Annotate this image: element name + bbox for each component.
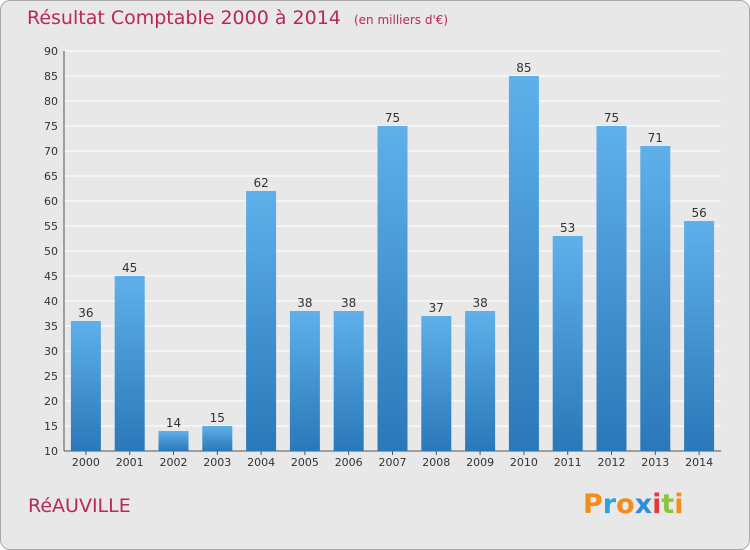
- bar-value-label: 71: [648, 131, 663, 145]
- bar-value-label: 14: [166, 416, 181, 430]
- bar: [70, 321, 101, 451]
- bar: [684, 221, 715, 451]
- y-tick-label: 85: [44, 70, 58, 83]
- bar-value-label: 85: [516, 61, 531, 75]
- logo-letter: r: [602, 489, 617, 520]
- logo-letter: P: [583, 489, 603, 520]
- bar: [552, 236, 583, 451]
- y-tick-label: 35: [44, 320, 58, 333]
- y-tick-label: 25: [44, 370, 58, 383]
- x-tick-label: 2012: [598, 456, 626, 469]
- x-tick-label: 2005: [291, 456, 319, 469]
- y-tick-label: 65: [44, 170, 58, 183]
- bar-value-label: 38: [341, 296, 356, 310]
- y-tick-label: 60: [44, 195, 58, 208]
- bar-value-label: 75: [385, 111, 400, 125]
- x-tick-label: 2003: [203, 456, 231, 469]
- bar: [158, 431, 189, 451]
- logo-letter: x: [634, 489, 653, 520]
- x-tick-label: 2008: [422, 456, 450, 469]
- x-tick-label: 2011: [554, 456, 582, 469]
- x-tick-label: 2004: [247, 456, 275, 469]
- logo-letter: i: [652, 489, 662, 520]
- y-tick-label: 15: [44, 420, 58, 433]
- x-tick-label: 2007: [379, 456, 407, 469]
- x-tick-label: 2009: [466, 456, 494, 469]
- bar: [202, 426, 233, 451]
- bar-value-label: 38: [472, 296, 487, 310]
- y-tick-label: 30: [44, 345, 58, 358]
- bar-value-label: 45: [122, 261, 137, 275]
- y-tick-label: 75: [44, 120, 58, 133]
- y-tick-label: 50: [44, 245, 58, 258]
- y-tick-label: 45: [44, 270, 58, 283]
- bar-value-label: 15: [210, 411, 225, 425]
- bar: [640, 146, 671, 451]
- x-tick-label: 2013: [641, 456, 669, 469]
- logo-letter: i: [674, 489, 684, 520]
- y-tick-label: 55: [44, 220, 58, 233]
- logo-letter: t: [661, 489, 675, 520]
- commune-name: RéAUVILLE: [28, 495, 131, 517]
- x-tick-label: 2000: [72, 456, 100, 469]
- y-tick-label: 20: [44, 395, 58, 408]
- y-tick-label: 90: [44, 45, 58, 58]
- y-tick-label: 40: [44, 295, 58, 308]
- bar: [114, 276, 145, 451]
- bar: [465, 311, 496, 451]
- proxiti-logo: Proxiti: [583, 489, 684, 520]
- bar-value-label: 62: [253, 176, 268, 190]
- x-tick-label: 2006: [335, 456, 363, 469]
- bar: [289, 311, 320, 451]
- bar-value-label: 38: [297, 296, 312, 310]
- bar: [246, 191, 277, 451]
- y-tick-label: 80: [44, 95, 58, 108]
- bar-value-label: 36: [78, 306, 93, 320]
- bar: [596, 126, 627, 451]
- y-tick-label: 70: [44, 145, 58, 158]
- x-tick-label: 2002: [160, 456, 188, 469]
- bar: [508, 76, 539, 451]
- logo-letter: o: [616, 489, 635, 520]
- bar: [377, 126, 408, 451]
- x-tick-label: 2014: [685, 456, 713, 469]
- bar-value-label: 53: [560, 221, 575, 235]
- bar-value-label: 75: [604, 111, 619, 125]
- bar: [421, 316, 452, 451]
- title-row: Résultat Comptable 2000 à 2014 (en milli…: [27, 7, 448, 29]
- chart-subtitle: (en milliers d'€): [353, 13, 449, 27]
- x-tick-label: 2001: [116, 456, 144, 469]
- x-tick-label: 2010: [510, 456, 538, 469]
- bar-value-label: 37: [429, 301, 444, 315]
- bar: [333, 311, 364, 451]
- chart-title: Résultat Comptable 2000 à 2014: [27, 7, 341, 29]
- y-tick-label: 10: [44, 445, 58, 458]
- bar-value-label: 56: [691, 206, 706, 220]
